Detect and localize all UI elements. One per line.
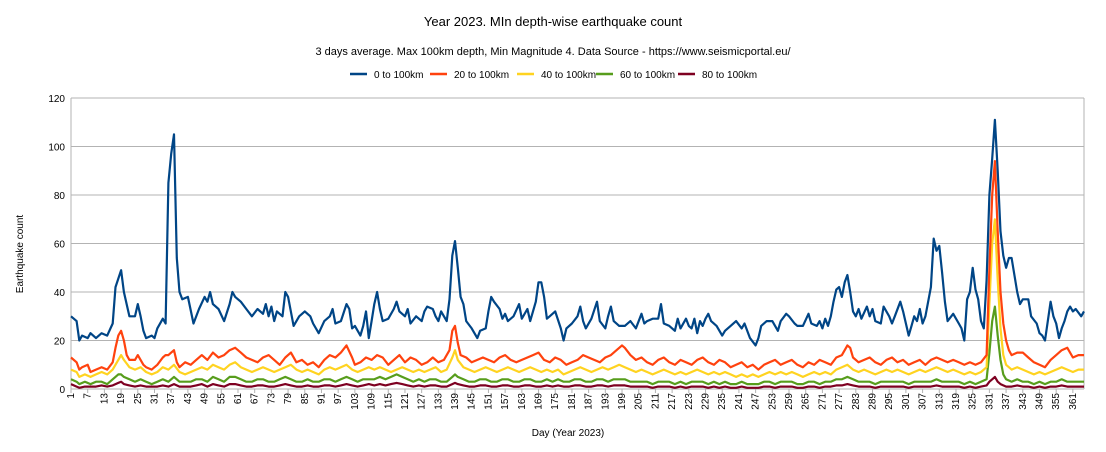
x-tick-label: 277 — [834, 393, 845, 410]
x-tick-label: 283 — [851, 393, 862, 410]
series-line-4 — [70, 375, 1084, 389]
x-tick-label: 103 — [350, 393, 361, 410]
chart-legend: 0 to 100km 20 to 100km 40 to 100km 60 to 10… — [350, 70, 757, 81]
x-tick-label: 223 — [684, 393, 695, 410]
x-tick-label: 319 — [951, 393, 962, 410]
series-line-1 — [70, 160, 1084, 374]
x-axis-label: Day (Year 2023) — [532, 428, 604, 439]
x-tick-label: 289 — [867, 393, 878, 410]
y-tick-label: 60 — [54, 240, 66, 251]
legend-label-2: 40 to 100km — [541, 70, 596, 81]
series-lines — [70, 118, 1085, 389]
x-tick-label: 295 — [884, 393, 895, 410]
legend-label-4: 80 to 100km — [702, 70, 757, 81]
chart-title: Year 2023. MIn depth-wise earthquake cou… — [424, 14, 683, 29]
x-tick-label: 121 — [400, 393, 411, 410]
y-axis-ticks: 0 20 40 60 80 100 120 — [48, 94, 65, 396]
x-tick-label: 145 — [467, 393, 478, 410]
x-tick-label: 7 — [83, 393, 94, 399]
x-tick-label: 217 — [667, 393, 678, 410]
x-tick-label: 73 — [266, 393, 277, 405]
x-tick-label: 313 — [934, 393, 945, 410]
x-tick-label: 199 — [617, 393, 628, 410]
y-axis-label: Earthquake count — [15, 215, 26, 294]
series-line-2 — [70, 218, 1084, 378]
x-tick-label: 229 — [701, 393, 712, 410]
x-tick-label: 67 — [250, 393, 261, 405]
x-tick-label: 271 — [817, 393, 828, 410]
x-tick-label: 31 — [149, 393, 160, 405]
x-tick-label: 337 — [1001, 393, 1012, 410]
legend-label-1: 20 to 100km — [454, 70, 509, 81]
x-tick-label: 241 — [734, 393, 745, 410]
x-tick-label: 343 — [1018, 393, 1029, 410]
chart-subtitle: 3 days average. Max 100km depth, Min Mag… — [315, 46, 791, 58]
x-tick-label: 331 — [984, 393, 995, 410]
x-tick-label: 355 — [1051, 393, 1062, 410]
x-tick-label: 97 — [333, 393, 344, 405]
x-tick-label: 151 — [483, 393, 494, 410]
x-tick-label: 253 — [767, 393, 778, 410]
y-tick-label: 40 — [54, 288, 66, 299]
x-tick-label: 187 — [584, 393, 595, 410]
x-tick-label: 247 — [751, 393, 762, 410]
x-tick-label: 265 — [801, 393, 812, 410]
gridlines — [70, 97, 1085, 390]
y-tick-label: 0 — [59, 385, 65, 396]
x-tick-label: 109 — [367, 393, 378, 410]
x-tick-label: 133 — [433, 393, 444, 410]
y-tick-label: 100 — [48, 143, 65, 154]
y-tick-label: 20 — [54, 337, 66, 348]
x-tick-label: 235 — [717, 393, 728, 410]
x-tick-label: 91 — [316, 393, 327, 405]
x-tick-label: 1 — [66, 393, 77, 399]
x-tick-label: 301 — [901, 393, 912, 410]
legend-label-0: 0 to 100km — [374, 70, 423, 81]
x-tick-label: 259 — [784, 393, 795, 410]
x-tick-label: 181 — [567, 393, 578, 410]
x-tick-label: 205 — [634, 393, 645, 410]
x-axis-ticks: 1 7 13 19 25 31 37 43 49 55 61 67 73 79 85 91 97 103 109 11… — [66, 389, 1079, 410]
x-tick-label: 85 — [300, 393, 311, 405]
x-tick-label: 127 — [417, 393, 428, 410]
x-tick-label: 25 — [133, 393, 144, 405]
x-tick-label: 169 — [534, 393, 545, 410]
x-tick-label: 19 — [116, 393, 127, 405]
x-tick-label: 157 — [500, 393, 511, 410]
y-tick-label: 80 — [54, 191, 66, 202]
x-tick-label: 175 — [550, 393, 561, 410]
legend-label-3: 60 to 100km — [620, 70, 675, 81]
x-tick-label: 61 — [233, 393, 244, 405]
x-tick-label: 349 — [1034, 393, 1045, 410]
x-tick-label: 55 — [216, 393, 227, 405]
x-tick-label: 307 — [918, 393, 929, 410]
x-tick-label: 115 — [383, 393, 394, 409]
x-tick-label: 49 — [200, 393, 211, 405]
x-tick-label: 193 — [600, 393, 611, 410]
series-line-0 — [70, 118, 1085, 347]
x-tick-label: 211 — [650, 393, 661, 409]
x-tick-label: 37 — [166, 393, 177, 405]
x-tick-label: 163 — [517, 393, 528, 410]
x-tick-label: 139 — [450, 393, 461, 410]
x-tick-label: 361 — [1068, 393, 1079, 410]
x-tick-label: 325 — [968, 393, 979, 410]
x-tick-label: 43 — [183, 393, 194, 405]
series-line-3 — [70, 305, 1084, 386]
x-tick-label: 13 — [99, 393, 110, 405]
y-tick-label: 120 — [48, 94, 65, 105]
x-tick-label: 79 — [283, 393, 294, 405]
